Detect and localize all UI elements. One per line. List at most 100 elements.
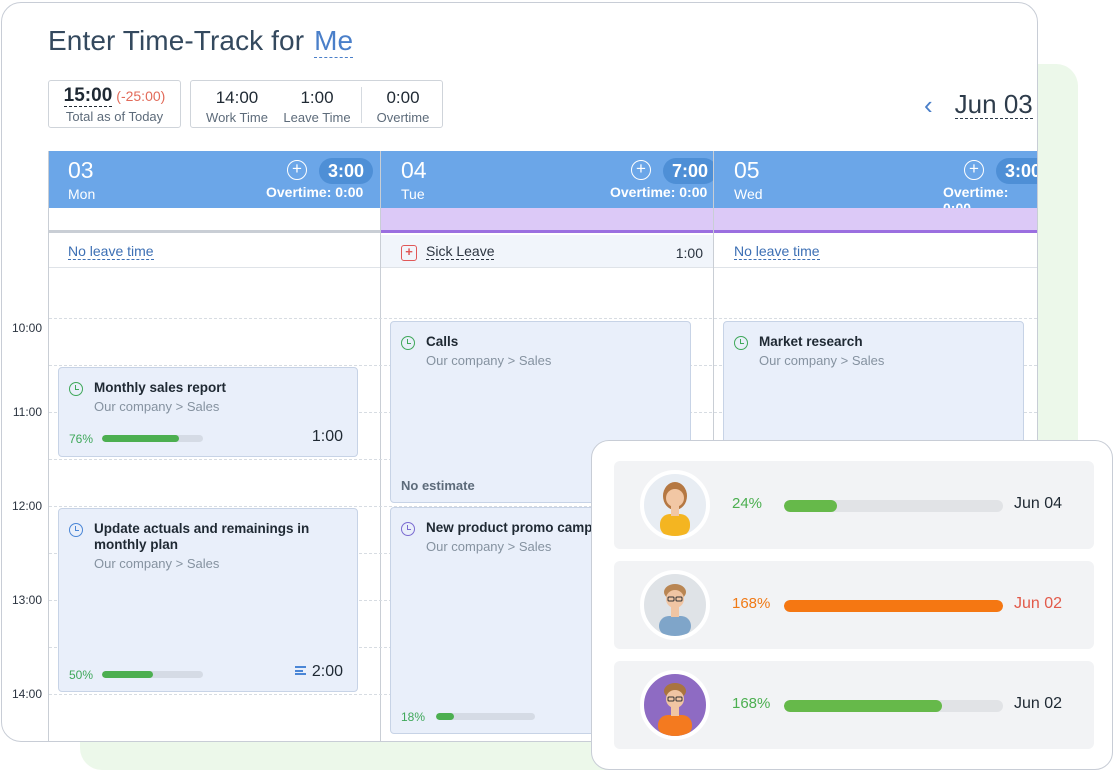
task-progress-bar	[102, 435, 203, 442]
time-label: 10:00	[11, 321, 42, 335]
task-path: Our company > Sales	[94, 399, 220, 414]
grid-line	[49, 506, 1037, 507]
task-percent: 18%	[401, 710, 426, 724]
member-progress-bar	[784, 600, 1003, 612]
member-percent: 24%	[732, 495, 763, 512]
no-leave-link[interactable]: No leave time	[68, 243, 154, 261]
task-estimate-note: No estimate	[401, 478, 475, 493]
day-name: Tue	[401, 186, 425, 202]
task-progress-fill	[102, 435, 179, 442]
work-time-label: Work Time	[206, 110, 268, 125]
page-title-text: Enter Time-Track for	[48, 25, 305, 56]
day-hours-badge: 3:00	[319, 158, 373, 184]
task-title: Market research	[759, 334, 863, 349]
clock-icon	[69, 382, 83, 396]
member-progress-fill	[784, 700, 942, 712]
task-title: New product promo campaign	[426, 520, 621, 535]
task-card-calls[interactable]: Calls Our company > Sales No estimate	[390, 321, 691, 503]
chevron-left-icon[interactable]: ‹	[924, 90, 933, 121]
task-hours: 2:00	[311, 663, 343, 680]
work-time-value: 14:00	[215, 88, 259, 107]
team-progress-popup: 24% Jun 04 168% Jun 02	[591, 440, 1113, 770]
total-value[interactable]: 15:00	[63, 85, 113, 107]
day-number: 03	[68, 157, 94, 183]
task-progress-fill	[102, 671, 153, 678]
task-card-monthly-sales[interactable]: Monthly sales report Our company > Sales…	[58, 367, 358, 457]
time-label: 11:00	[12, 405, 42, 419]
member-progress-bar	[784, 500, 1003, 512]
leave-time-label: Leave Time	[283, 110, 351, 125]
total-label: Total as of Today	[65, 109, 164, 124]
current-date[interactable]: Jun 03	[954, 89, 1033, 120]
team-member-row[interactable]: 168% Jun 02	[614, 561, 1094, 649]
day-number: 05	[734, 157, 760, 183]
add-entry-icon[interactable]: +	[287, 160, 307, 180]
grid-line	[48, 151, 49, 741]
task-progress-bar	[436, 713, 535, 720]
day-hours-badge: 7:00	[663, 158, 717, 184]
time-summary: 14:00 Work Time 1:00 Leave Time 0:00 Ove…	[190, 80, 443, 128]
clock-icon	[401, 522, 415, 536]
user-selector[interactable]: Me	[314, 25, 354, 58]
task-progress-fill	[436, 713, 454, 720]
day-hours-badge: 3:00	[996, 158, 1037, 184]
sick-leave-link[interactable]: Sick Leave	[426, 243, 495, 261]
leave-strip	[381, 208, 1037, 233]
no-leave-link[interactable]: No leave time	[734, 243, 820, 261]
task-title: Monthly sales report	[94, 380, 227, 395]
task-percent: 76%	[69, 432, 94, 446]
clock-icon	[69, 523, 83, 537]
day-strip-mon	[48, 208, 380, 233]
time-label: 12:00	[11, 499, 42, 513]
page-title: Enter Time-Track for Me	[48, 25, 354, 58]
member-progress-bar	[784, 700, 1003, 712]
day-overtime: Overtime: 0:00	[266, 184, 364, 200]
date-navigation: ‹ Jun 03	[924, 89, 1033, 121]
time-track-window: Enter Time-Track for Me 15:00 (-25:00) Tot…	[1, 2, 1038, 742]
task-title: Update actuals and remainings in monthly…	[94, 521, 310, 552]
task-percent: 50%	[69, 668, 94, 682]
task-hours: 1:00	[311, 428, 343, 445]
member-date: Jun 04	[1014, 495, 1063, 512]
member-progress-fill	[784, 500, 837, 512]
leave-row-mon: No leave time	[48, 235, 380, 268]
leave-row-tue: + Sick Leave 1:00	[381, 235, 713, 268]
leave-time-value: 1:00	[300, 88, 334, 107]
member-progress-fill	[784, 600, 1003, 612]
overtime-label: Overtime	[376, 110, 430, 125]
overtime-value: 0:00	[386, 88, 420, 107]
task-path: Our company > Sales	[94, 556, 220, 571]
avatar	[640, 470, 710, 540]
day-number: 04	[401, 157, 427, 183]
team-member-row[interactable]: 168% Jun 02	[614, 661, 1094, 749]
grid-line	[49, 318, 1037, 319]
medical-cross-icon: +	[401, 245, 417, 261]
avatar	[640, 670, 710, 740]
add-entry-icon[interactable]: +	[964, 160, 984, 180]
leave-row-wed: No leave time	[714, 235, 1037, 268]
add-entry-icon[interactable]: +	[631, 160, 651, 180]
total-diff: (-25:00)	[116, 88, 166, 104]
task-progress-bar	[102, 671, 203, 678]
grid-line	[380, 151, 381, 741]
total-summary: 15:00 (-25:00) Total as of Today	[48, 80, 181, 128]
task-path: Our company > Sales	[426, 539, 552, 554]
clock-icon	[734, 336, 748, 350]
summary-divider	[361, 87, 362, 123]
sick-leave-hours: 1:00	[675, 245, 703, 261]
member-percent: 168%	[732, 595, 771, 612]
day-name: Mon	[68, 186, 96, 202]
avatar	[640, 570, 710, 640]
member-date: Jun 02	[1014, 695, 1063, 712]
day-header-mon: 03 Mon + 3:00 Overtime: 0:00	[48, 151, 380, 208]
member-date: Jun 02	[1014, 595, 1063, 612]
task-path: Our company > Sales	[426, 353, 552, 368]
task-title: Calls	[426, 334, 459, 349]
clock-icon	[401, 336, 415, 350]
time-label: 13:00	[11, 593, 42, 607]
task-card-update-actuals[interactable]: Update actuals and remainings in monthly…	[58, 508, 358, 692]
team-member-row[interactable]: 24% Jun 04	[614, 461, 1094, 549]
day-overtime: Overtime: 0:00	[610, 184, 708, 200]
task-path: Our company > Sales	[759, 353, 885, 368]
day-header-wed: 05 Wed + 3:00 Overtime: 0:00	[714, 151, 1037, 216]
